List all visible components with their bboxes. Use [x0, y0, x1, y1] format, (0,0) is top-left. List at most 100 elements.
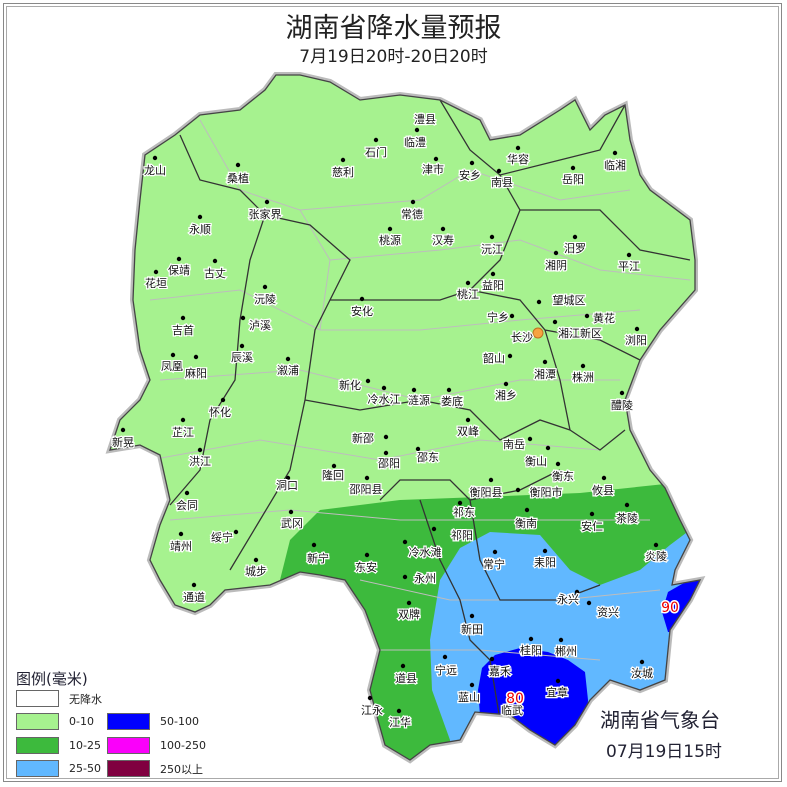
city-label: 沅陵 — [254, 293, 276, 306]
city-label: 龙山 — [144, 164, 166, 177]
city-label: 炎陵 — [645, 550, 667, 563]
city-dot — [364, 475, 370, 481]
outer-frame — [3, 3, 782, 782]
city-label: 南岳 — [503, 438, 525, 451]
city-dot — [469, 613, 475, 619]
city-dot — [572, 234, 578, 240]
city-label: 道县 — [395, 671, 417, 685]
city-dot — [212, 258, 218, 264]
legend-swatch — [107, 737, 150, 754]
city-dot — [264, 199, 270, 205]
city-label: 嘉禾 — [489, 664, 511, 678]
city-dot — [431, 526, 437, 532]
legend-label: 无降水 — [69, 692, 102, 706]
city-dot — [574, 589, 580, 595]
legend-swatch — [16, 690, 59, 707]
city-dot — [503, 381, 509, 387]
city-dot — [446, 387, 452, 393]
city-dot — [152, 155, 158, 161]
city-dot — [387, 226, 393, 232]
capital-marker-icon — [532, 327, 544, 339]
zone-50-100-south — [470, 648, 588, 760]
city-label: 衡山 — [525, 455, 547, 468]
city-label: 湘阴 — [545, 258, 567, 272]
city-dot — [624, 502, 630, 508]
legend-label: 0-10 — [69, 715, 94, 728]
legend-item: 25-50 — [16, 760, 101, 777]
city-label: 永州 — [414, 571, 436, 585]
city-dot — [536, 299, 542, 305]
max-precip-value: 90 — [661, 600, 679, 616]
city-label: 石门 — [365, 145, 387, 159]
legend-swatch — [16, 760, 59, 777]
city-label: 华容 — [507, 152, 529, 166]
city-label: 吉首 — [172, 323, 194, 337]
city-dot — [311, 542, 317, 548]
city-dot — [233, 529, 239, 535]
map-subtitle: 7月19日20时-20日20时 — [299, 47, 488, 67]
city-dot — [406, 600, 412, 606]
city-dot — [584, 313, 590, 319]
city-label: 慈利 — [332, 165, 354, 179]
city-dot — [170, 352, 176, 358]
city-label: 衡南 — [515, 517, 537, 530]
city-dot — [433, 156, 439, 162]
city-dot — [589, 511, 595, 517]
city-label: 长沙 — [511, 331, 533, 344]
city-label: 怀化 — [209, 405, 231, 419]
city-dot — [381, 385, 387, 391]
city-dot — [367, 695, 373, 701]
city-label: 湘潭 — [534, 367, 556, 381]
legend-label: 10-25 — [69, 739, 101, 752]
city-label: 隆回 — [322, 468, 344, 482]
city-label: 常德 — [401, 207, 423, 221]
legend-swatch — [16, 737, 59, 754]
city-dot — [492, 549, 498, 555]
city-dot — [552, 319, 558, 325]
city-label: 桃源 — [379, 233, 401, 247]
city-label: 会同 — [176, 499, 198, 512]
city-dot — [120, 427, 126, 433]
city-dot — [239, 343, 245, 349]
city-label: 冷水滩 — [409, 545, 442, 559]
city-dot — [496, 168, 502, 174]
legend: 图例(毫米) — [16, 668, 88, 693]
city-label: 娄底 — [441, 394, 463, 408]
legend-item: 100-250 — [107, 737, 206, 754]
city-label: 张家界 — [249, 207, 282, 221]
city-dot — [191, 582, 197, 588]
city-dot — [515, 487, 521, 493]
city-label: 衡阳县 — [470, 486, 503, 499]
agency-name: 湖南省气象台 — [600, 708, 720, 732]
city-dot — [285, 356, 291, 362]
city-dot — [400, 663, 406, 669]
city-label: 通道 — [183, 590, 205, 604]
city-dot — [253, 557, 259, 563]
city-label: 浏阳 — [625, 333, 647, 347]
legend-swatch — [16, 713, 59, 730]
city-label: 宁乡 — [487, 310, 509, 324]
city-dot — [586, 600, 592, 606]
city-dot — [235, 162, 241, 168]
city-dot — [180, 315, 186, 321]
city-label: 津市 — [422, 162, 444, 176]
city-label: 祁东 — [453, 505, 475, 519]
city-dot — [359, 296, 365, 302]
city-label: 岳阳 — [562, 173, 584, 186]
city-label: 韶山 — [483, 351, 505, 365]
city-dot — [396, 708, 402, 714]
legend-swatch — [107, 713, 150, 730]
city-label: 常宁 — [483, 557, 505, 571]
city-label: 沅江 — [481, 243, 503, 256]
city-dot — [373, 137, 379, 143]
city-dot — [414, 127, 420, 133]
city-dot — [383, 450, 389, 456]
city-label: 澧县 — [414, 112, 436, 126]
city-dot — [383, 434, 389, 440]
city-label: 宜章 — [546, 685, 568, 699]
city-dot — [285, 475, 291, 481]
city-dot — [488, 477, 494, 483]
city-label: 桂阳 — [520, 643, 542, 657]
city-label: 溆浦 — [277, 363, 299, 377]
